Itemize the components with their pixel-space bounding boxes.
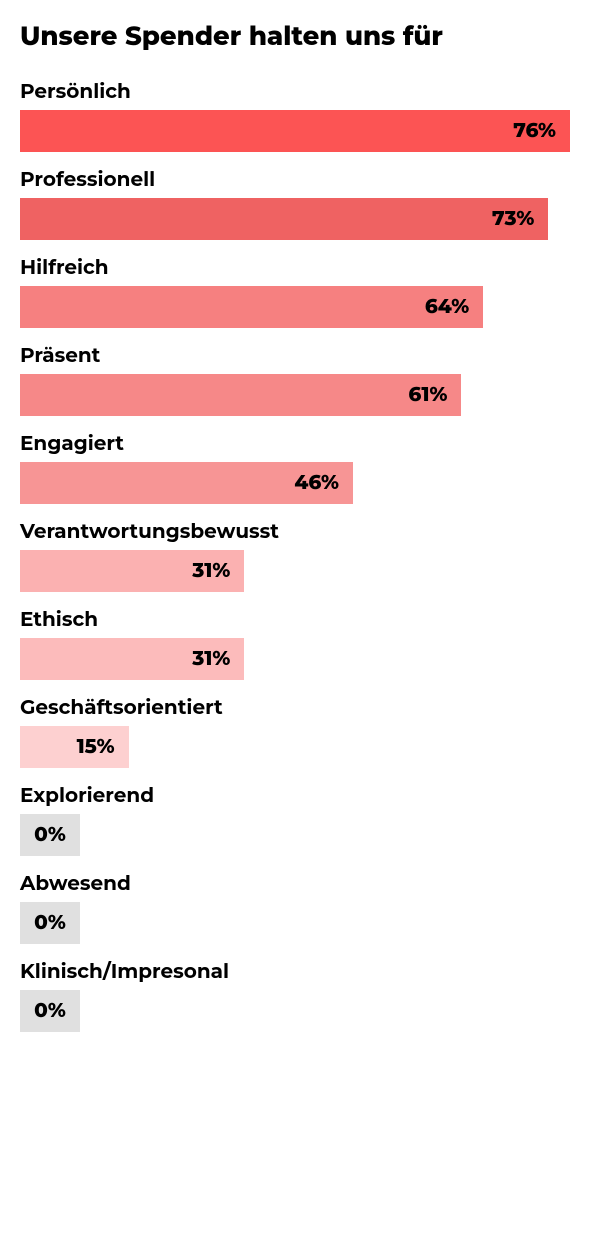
bar-row: Hilfreich 64% (20, 256, 570, 328)
bar-label: Geschäftsorientiert (20, 696, 570, 720)
bar-track: 0% (20, 814, 570, 856)
bar-row: Geschäftsorientiert 15% (20, 696, 570, 768)
bar-fill: 64% (20, 286, 483, 328)
bar-value: 73% (492, 207, 534, 231)
bar-fill: 31% (20, 638, 244, 680)
bar-track: 61% (20, 374, 570, 416)
bar-track: 64% (20, 286, 570, 328)
bar-row: Professionell 73% (20, 168, 570, 240)
bar-value: 0% (34, 823, 66, 847)
bar-value: 0% (34, 999, 66, 1023)
bar-track: 0% (20, 902, 570, 944)
bar-fill: 0% (20, 990, 80, 1032)
bar-fill: 73% (20, 198, 548, 240)
bar-fill: 76% (20, 110, 570, 152)
bar-row: Explorierend 0% (20, 784, 570, 856)
bar-track: 0% (20, 990, 570, 1032)
bar-label: Verantwortungsbewusst (20, 520, 570, 544)
bar-fill: 0% (20, 902, 80, 944)
bar-row: Klinisch/Impresonal 0% (20, 960, 570, 1032)
bars-container: Persönlich 76% Professionell 73% Hilfreich 64… (20, 80, 570, 1032)
bar-label: Ethisch (20, 608, 570, 632)
bar-fill: 0% (20, 814, 80, 856)
bar-track: 15% (20, 726, 570, 768)
bar-fill: 31% (20, 550, 244, 592)
bar-label: Persönlich (20, 80, 570, 104)
bar-value: 31% (192, 559, 230, 583)
bar-row: Verantwortungsbewusst 31% (20, 520, 570, 592)
bar-row: Ethisch 31% (20, 608, 570, 680)
bar-fill: 15% (20, 726, 129, 768)
bar-label: Präsent (20, 344, 570, 368)
bar-label: Professionell (20, 168, 570, 192)
bar-value: 61% (408, 383, 447, 407)
bar-label: Abwesend (20, 872, 570, 896)
bar-track: 31% (20, 638, 570, 680)
bar-value: 31% (192, 647, 230, 671)
bar-track: 31% (20, 550, 570, 592)
bar-value: 0% (34, 911, 66, 935)
bar-row: Abwesend 0% (20, 872, 570, 944)
bar-row: Präsent 61% (20, 344, 570, 416)
bar-label: Engagiert (20, 432, 570, 456)
bar-value: 15% (77, 735, 115, 759)
bar-row: Persönlich 76% (20, 80, 570, 152)
bar-value: 76% (513, 119, 556, 143)
chart-title: Unsere Spender halten uns für (20, 20, 570, 52)
bar-label: Explorierend (20, 784, 570, 808)
bar-fill: 61% (20, 374, 461, 416)
bar-track: 76% (20, 110, 570, 152)
bar-fill: 46% (20, 462, 353, 504)
bar-track: 73% (20, 198, 570, 240)
bar-value: 64% (425, 295, 469, 319)
bar-track: 46% (20, 462, 570, 504)
bar-label: Hilfreich (20, 256, 570, 280)
bar-row: Engagiert 46% (20, 432, 570, 504)
bar-label: Klinisch/Impresonal (20, 960, 570, 984)
bar-value: 46% (294, 471, 339, 495)
